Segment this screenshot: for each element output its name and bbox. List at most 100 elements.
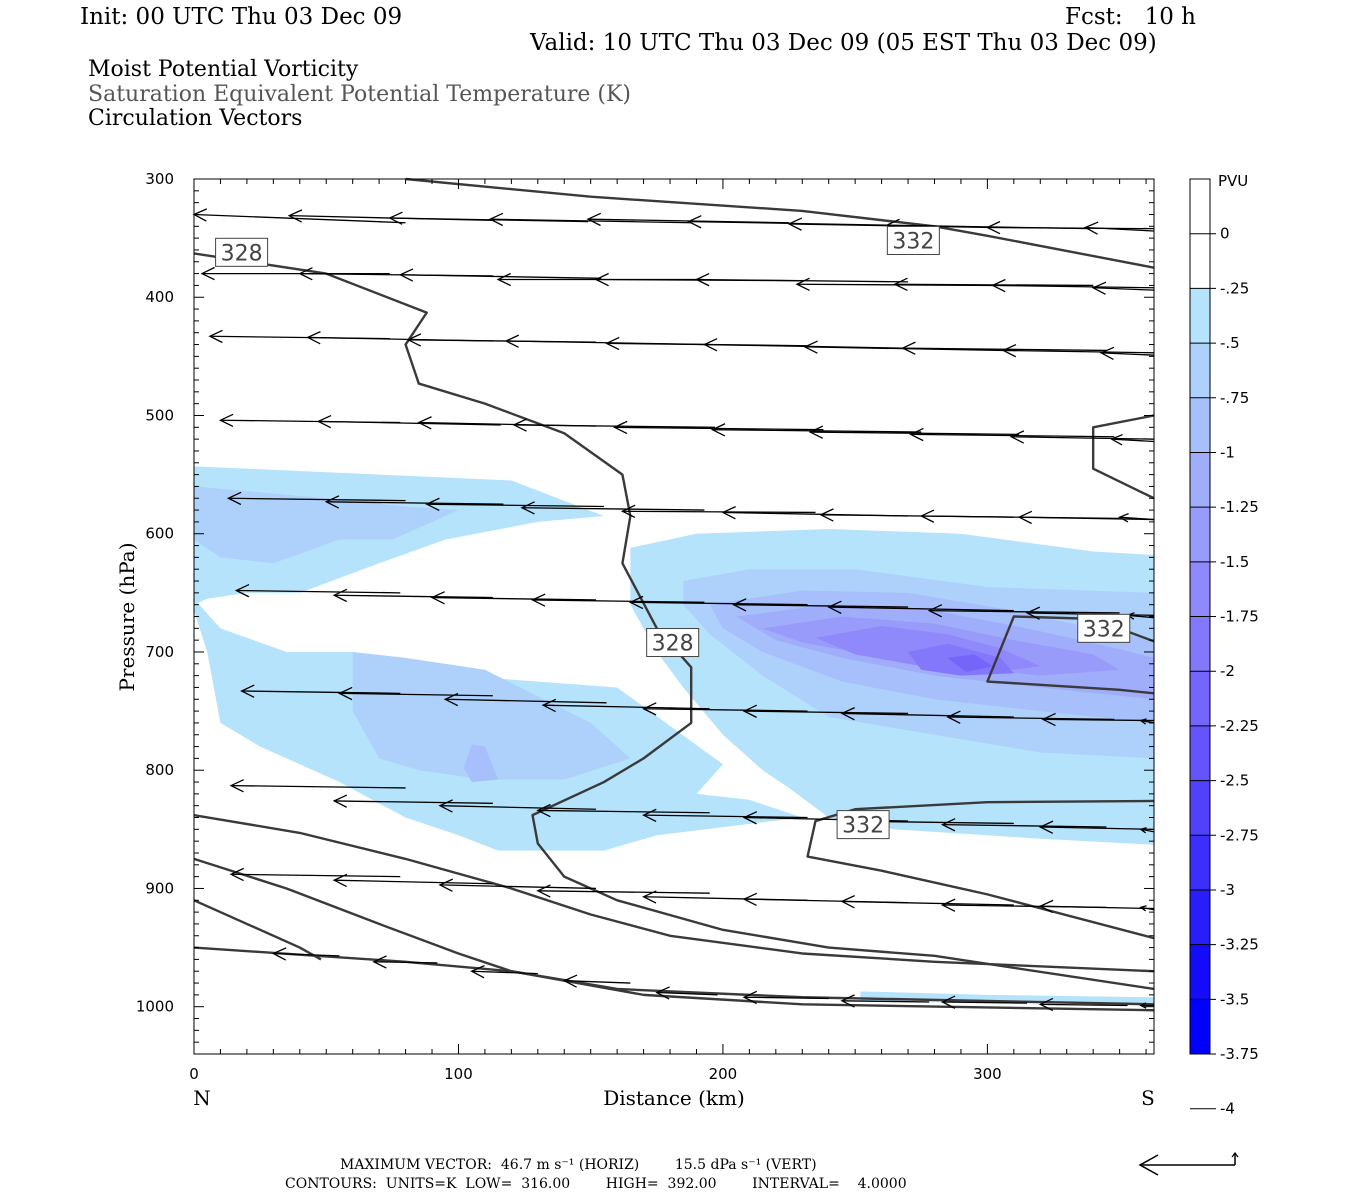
vector-head [1041,712,1056,727]
contour-label-box [1077,613,1131,643]
circulation-vector-78 [1038,820,1155,834]
vector-shaft [630,601,808,606]
circulation-vector-23 [504,334,710,348]
circulation-vector-layer [192,208,1155,1012]
vector-head [488,212,504,227]
vector-shaft [1127,614,1155,619]
vector-head [687,215,702,229]
circulation-vector-73 [536,803,710,818]
vector-shaft [1042,718,1155,722]
x-tick-label: 100 [444,1065,473,1083]
circulation-vector-4 [586,212,790,227]
vector-head [628,595,644,610]
pv-region-13 [947,654,993,673]
vector-shaft [543,704,710,710]
circulation-vector-1 [287,209,493,223]
contour-label-text: 332 [892,229,934,254]
circulation-vector-46 [819,508,1014,522]
vector-shaft [439,805,596,810]
colorbar-label: -.5 [1220,334,1240,352]
colorbar-label: -3.75 [1220,1045,1259,1063]
vector-head [840,707,855,721]
circulation-vector-80 [229,867,401,882]
vector-head [1139,718,1147,725]
circulation-vector-97 [940,995,1028,1009]
vector-head [406,333,422,347]
colorbar-swatch-2 [1190,288,1210,344]
vector-shaft [334,879,493,885]
vector-head [496,272,512,287]
vector-head [946,710,961,724]
y-tick-label: 1000 [136,998,174,1016]
vector-shaft [334,594,493,599]
vector-head [531,593,546,607]
vector-head [985,220,1001,235]
vector-head [620,504,636,519]
circulation-vector-29 [1099,346,1155,361]
vector-shaft [537,890,710,894]
vector-head [417,416,432,430]
colorbar-swatch-8 [1190,616,1210,672]
colorbar-swatch-6 [1190,507,1210,562]
vector-shaft [273,952,340,957]
circulation-vector-15 [694,272,909,287]
vector-shaft [193,213,406,224]
vector-head [742,990,758,1005]
circulation-vector-51 [332,588,493,603]
vector-head [1139,827,1147,834]
y-tick-label: 600 [145,525,174,543]
vector-head [1009,430,1025,444]
circulation-vector-25 [702,338,903,352]
vector-head [1091,281,1107,295]
vector-head [512,418,527,432]
vector-head [655,986,670,1000]
vector-head [732,598,747,612]
vector-shaft [643,814,808,819]
circulation-vector-94 [655,986,718,1000]
vector-shaft [339,692,493,697]
contour-label-box [646,628,700,658]
vector-head [536,884,551,898]
reference-vector-head [1138,1154,1159,1176]
pv-region-7 [463,744,499,783]
circulation-vector-11 [298,267,493,281]
vector-shaft [1011,436,1155,440]
circulation-vector-89 [1139,905,1155,912]
circulation-vector-82 [438,878,596,892]
vector-head [208,329,223,344]
vector-head [927,604,943,618]
x-tick-label: 300 [973,1065,1002,1083]
colorbar-swatch-12 [1190,835,1210,890]
contour-label-box [836,810,890,840]
circulation-vector-49 [1118,512,1155,523]
theta-es-contour-2 [1091,414,1155,500]
y-tick-label: 300 [145,170,174,188]
colorbar-swatch-0 [1190,179,1210,234]
circulation-vector-77 [940,818,1107,832]
vector-head [586,212,602,227]
contour-label: 332 [1077,613,1131,643]
colorbar-swatch-7 [1190,561,1210,617]
vector-head [840,895,855,909]
vector-head [642,890,657,904]
y-tick-label: 500 [145,406,174,424]
colorbar-swatch-9 [1190,671,1210,726]
circulation-vector-98 [1038,997,1128,1012]
circulation-vector-32 [417,416,596,430]
vector-shaft [334,800,493,804]
vector-head [372,955,387,969]
circulation-vector-48 [1017,510,1155,525]
theta-es-contour-5 [193,813,1155,973]
circulation-vector-10 [200,266,390,281]
circulation-vector-42 [425,497,604,512]
x-axis-title: Distance (km) [603,1086,745,1110]
theta-es-contour-6 [193,857,1155,1006]
y-tick-label: 700 [145,643,174,661]
contour-label: 328 [215,237,269,267]
colorbar-label: -3.5 [1220,990,1249,1008]
circulation-vector-90 [271,947,340,961]
circulation-vector-91 [372,955,438,969]
circulation-vector-33 [512,418,715,432]
contour-label-text: 328 [221,241,263,266]
circulation-vector-44 [620,504,816,519]
